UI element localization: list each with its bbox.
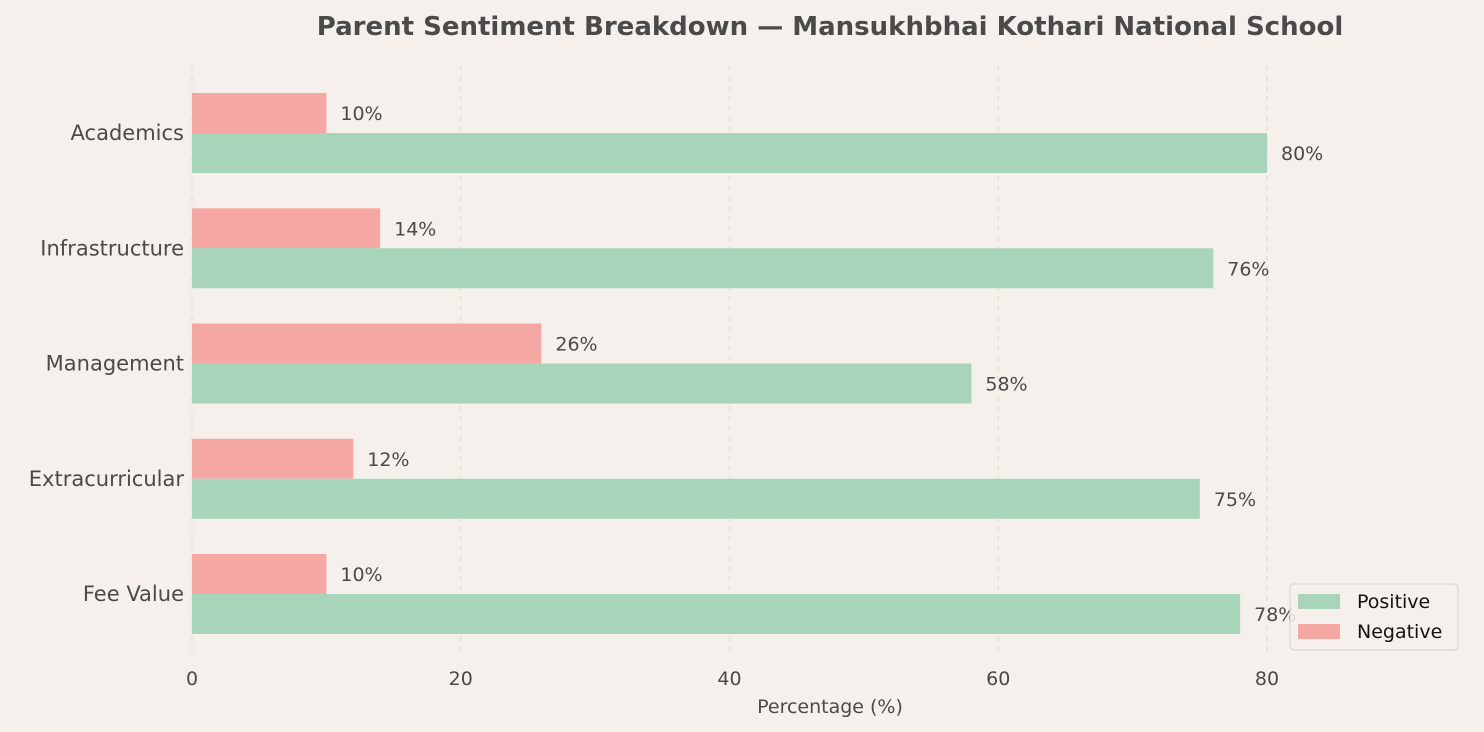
bar-positive bbox=[192, 363, 972, 404]
data-label-positive: 76% bbox=[1227, 258, 1269, 280]
bar-negative bbox=[192, 554, 327, 594]
data-label-positive: 58% bbox=[985, 374, 1027, 396]
x-tick-label: 20 bbox=[449, 668, 473, 690]
labels-layer: 10% 80% 14% 76% 26% 58% 12% 75% 10% 78% bbox=[340, 103, 1323, 626]
bar-negative bbox=[192, 208, 381, 249]
data-label-positive: 75% bbox=[1214, 489, 1256, 511]
data-label-positive: 78% bbox=[1254, 604, 1296, 626]
bars-layer bbox=[192, 93, 1267, 634]
bar-positive bbox=[192, 594, 1241, 634]
data-label-positive: 80% bbox=[1281, 143, 1323, 165]
legend-label: Negative bbox=[1357, 621, 1442, 643]
bar-positive bbox=[192, 248, 1214, 289]
x-tick-label: 40 bbox=[717, 668, 741, 690]
bar-positive bbox=[192, 478, 1200, 519]
data-label-negative: 26% bbox=[555, 334, 597, 356]
axis-layer: 0 20 40 60 80 Academics Infrastructure Manageme… bbox=[29, 121, 1279, 690]
x-axis-label: Percentage (%) bbox=[757, 696, 903, 718]
x-tick-label: 60 bbox=[986, 668, 1010, 690]
chart-title: Parent Sentiment Breakdown — Mansukhbhai… bbox=[317, 12, 1343, 42]
bar-negative bbox=[192, 323, 542, 364]
legend: Positive Negative bbox=[1289, 583, 1459, 651]
bar-positive bbox=[192, 133, 1267, 173]
y-tick-label: Fee Value bbox=[83, 582, 184, 606]
data-label-negative: 10% bbox=[340, 103, 382, 125]
data-label-negative: 10% bbox=[340, 564, 382, 586]
legend-swatch bbox=[1298, 594, 1340, 609]
bar-negative bbox=[192, 438, 354, 479]
legend-swatch bbox=[1298, 624, 1340, 639]
y-tick-label: Academics bbox=[71, 121, 184, 145]
data-label-negative: 12% bbox=[367, 449, 409, 471]
legend-label: Positive bbox=[1357, 591, 1430, 613]
y-tick-label: Infrastructure bbox=[40, 236, 184, 260]
x-tick-label: 0 bbox=[186, 668, 198, 690]
data-label-negative: 14% bbox=[394, 218, 436, 240]
y-tick-label: Management bbox=[46, 352, 184, 376]
bar-negative bbox=[192, 93, 327, 133]
y-tick-label: Extracurricular bbox=[29, 467, 185, 491]
x-tick-label: 80 bbox=[1255, 668, 1279, 690]
